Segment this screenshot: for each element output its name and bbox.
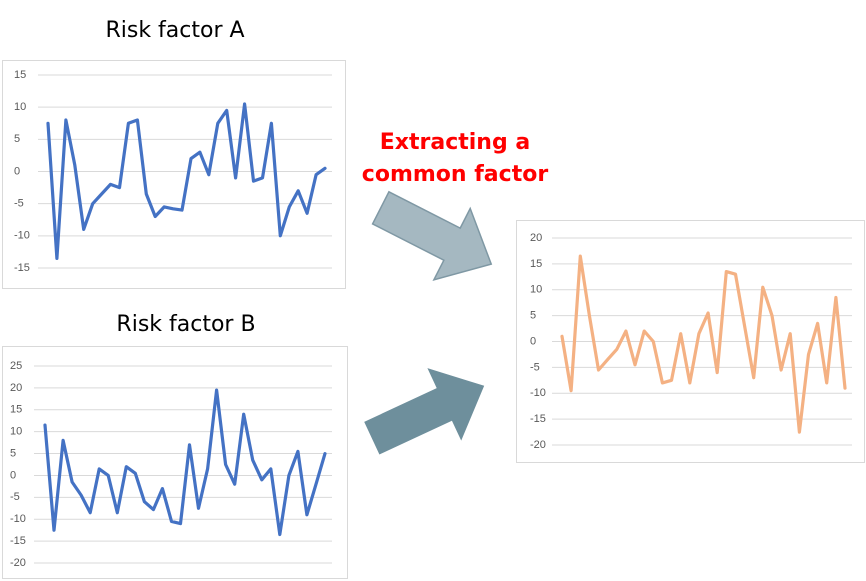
annotation: Extracting a (380, 130, 530, 155)
y-tick-label: -10 (10, 513, 26, 525)
y-tick-label: 20 (530, 232, 542, 244)
y-tick-label: -15 (14, 262, 30, 274)
y-tick-label: 5 (14, 133, 20, 145)
arrow (364, 368, 485, 455)
y-tick-label: 15 (530, 258, 542, 270)
y-tick-label: 0 (10, 469, 16, 481)
y-tick-label: 20 (10, 382, 22, 394)
y-tick-label: 5 (10, 447, 16, 459)
y-tick-label: 25 (10, 360, 22, 372)
annotation: common factor (362, 162, 549, 187)
y-tick-label: 15 (14, 69, 26, 81)
line-series (46, 102, 327, 260)
line-series (560, 254, 847, 434)
y-tick-label: -5 (530, 361, 540, 373)
y-tick-label: 0 (14, 165, 20, 177)
y-tick-label: 15 (10, 404, 22, 416)
y-tick-label: 10 (10, 426, 22, 438)
y-tick-label: 10 (14, 101, 26, 113)
chart-title: Risk factor A (105, 18, 244, 43)
y-tick-label: 0 (530, 335, 536, 347)
line-series (43, 388, 327, 537)
y-tick-label: -5 (10, 491, 20, 503)
y-tick-label: -10 (14, 230, 30, 242)
y-tick-label: -10 (530, 387, 546, 399)
y-tick-label: 5 (530, 310, 536, 322)
y-tick-label: -15 (530, 413, 546, 425)
y-tick-label: -20 (10, 557, 26, 569)
y-tick-label: -20 (530, 439, 546, 451)
arrow (371, 190, 493, 281)
y-tick-label: -15 (10, 535, 26, 547)
chart-frame (2, 346, 348, 579)
y-tick-label: -5 (14, 198, 24, 210)
chart-frame (2, 60, 346, 289)
chart-title: Risk factor B (116, 312, 255, 337)
y-tick-label: 10 (530, 284, 542, 296)
